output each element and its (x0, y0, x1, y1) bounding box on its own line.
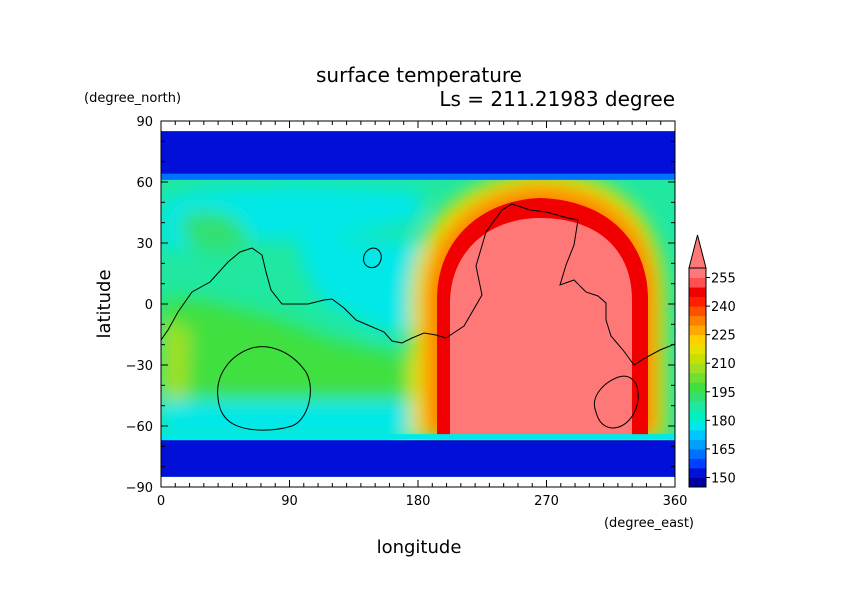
colorbar-segment (689, 268, 706, 279)
colorbar: 150 165 180 195 210 225 240 255 (688, 234, 736, 488)
field-warmest-core (450, 218, 632, 436)
colorbar-tick-label: 240 (711, 300, 736, 315)
colorbar-tick-label: 165 (711, 443, 736, 458)
x-tick-label: 90 (281, 494, 298, 509)
y-tick-label: −30 (126, 359, 153, 374)
coastline-south-east (594, 375, 639, 429)
colorbar-segment (689, 325, 706, 336)
y-tick-label: −90 (126, 481, 153, 496)
colorbar-segment (689, 458, 706, 469)
colorbar-frame (688, 267, 707, 488)
colorbar-segment (689, 401, 706, 412)
y-axis-label: latitude (94, 269, 115, 338)
colorbar-segment (689, 391, 706, 402)
coastline-island (363, 247, 382, 269)
colorbar-tick-label: 195 (711, 386, 736, 401)
x-tick-label: 180 (406, 494, 431, 509)
colorbar-segment (689, 429, 706, 440)
temperature-field (161, 131, 675, 477)
colorbar-segment (689, 287, 706, 298)
colorbar-segment (689, 410, 706, 421)
colorbar-segment (689, 448, 706, 459)
colorbar-segment (689, 353, 706, 364)
x-tick-label: 0 (157, 494, 165, 509)
colorbar-overflow-arrow (688, 234, 707, 269)
coastline (161, 203, 675, 431)
x-tick-label: 270 (534, 494, 559, 509)
y-units-label: (degree_north) (84, 91, 181, 106)
colorbar-segment (689, 477, 706, 488)
colorbar-segment (689, 439, 706, 450)
colorbar-segment (689, 382, 706, 393)
field-north-polar-cap (161, 131, 675, 174)
colorbar-segment (689, 344, 706, 355)
colorbar-tick-label: 180 (711, 414, 736, 429)
y-tick-label: 30 (136, 237, 153, 252)
colorbar-tick-label: 150 (711, 471, 736, 486)
colorbar-segment (689, 420, 706, 431)
field-green-north (180, 211, 250, 252)
x-axis: 0 90 180 270 360 (157, 121, 688, 509)
field-south-polar-cap (161, 440, 675, 477)
x-units-label: (degree_east) (604, 516, 694, 531)
y-tick-label: −60 (126, 420, 153, 435)
colorbar-tick-label: 225 (711, 329, 736, 344)
colorbar-segment (689, 363, 706, 374)
plot-area (160, 120, 676, 488)
field-south-polar-edge (161, 434, 675, 440)
y-tick-label: 90 (136, 115, 153, 130)
coastline-main (161, 203, 675, 366)
colorbar-segment (689, 306, 706, 317)
chart-subtitle: Ls = 211.21983 degree (439, 87, 675, 111)
colorbar-segment (689, 334, 706, 345)
colorbar-tick-label: 210 (711, 357, 736, 372)
colorbar-segment (689, 315, 706, 326)
chart-title: surface temperature (316, 63, 522, 87)
colorbar-segment (689, 277, 706, 288)
field-yellowgreen-west (161, 320, 190, 420)
colorbar-tick-label: 255 (711, 272, 736, 287)
colorbar-segment (689, 372, 706, 383)
coastline-south-basin (217, 346, 311, 431)
y-tick-label: 0 (145, 298, 153, 313)
y-tick-label: 60 (136, 176, 153, 191)
y-axis: 90 60 30 0 −30 −60 −90 (126, 115, 675, 496)
x-tick-label: 360 (663, 494, 688, 509)
field-north-polar-edge (161, 173, 675, 180)
colorbar-segment (689, 467, 706, 478)
x-axis-label: longitude (377, 537, 462, 558)
field-cyan-south (161, 400, 420, 440)
field-cyan-mid (300, 240, 420, 330)
colorbar-segment (689, 296, 706, 307)
